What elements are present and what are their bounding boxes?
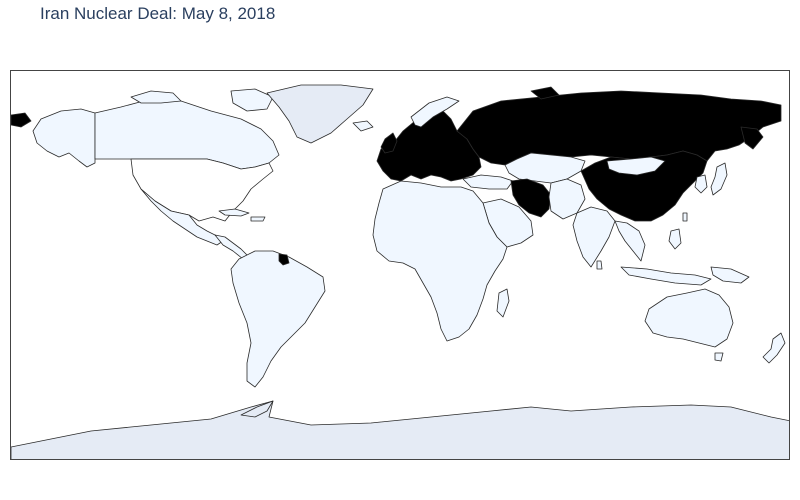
region-mongolia[interactable] (606, 156, 666, 176)
region-mexico[interactable] (140, 188, 224, 246)
region-new-zealand[interactable] (762, 332, 786, 364)
map-frame[interactable] (10, 70, 790, 460)
region-iran[interactable] (510, 178, 552, 218)
region-indonesia[interactable] (620, 266, 712, 286)
region-russia-chukotka[interactable] (11, 112, 32, 128)
region-korea[interactable] (694, 174, 708, 194)
region-madagascar[interactable] (496, 288, 510, 318)
region-french-guiana[interactable] (278, 253, 290, 266)
region-south-america[interactable] (230, 250, 326, 388)
region-russia-kamchatka[interactable] (740, 126, 764, 150)
region-alaska[interactable] (32, 108, 96, 168)
region-united-kingdom[interactable] (380, 132, 398, 154)
region-russia-novaya-zemlya[interactable] (530, 86, 560, 100)
region-baffin-island[interactable] (230, 88, 274, 112)
region-antarctica[interactable] (11, 400, 790, 460)
chart-title: Iran Nuclear Deal: May 8, 2018 (40, 4, 276, 23)
region-philippines[interactable] (668, 228, 682, 250)
region-cuba[interactable] (218, 208, 250, 217)
region-norway[interactable] (410, 96, 460, 128)
region-sri-lanka[interactable] (596, 260, 603, 270)
region-africa[interactable] (372, 180, 508, 342)
region-new-guinea[interactable] (710, 266, 750, 284)
region-canada-arctic-islands[interactable] (130, 90, 182, 104)
region-india[interactable] (572, 206, 616, 268)
region-hispaniola[interactable] (250, 216, 266, 222)
region-australia[interactable] (644, 288, 734, 348)
region-greenland[interactable] (266, 84, 374, 144)
region-tasmania[interactable] (714, 352, 724, 362)
region-turkey[interactable] (462, 174, 514, 190)
world-map[interactable] (11, 71, 790, 460)
region-iceland[interactable] (352, 120, 374, 132)
region-japan[interactable] (710, 162, 728, 196)
region-southeast-asia[interactable] (614, 220, 646, 262)
region-antarctic-peninsula[interactable] (240, 400, 274, 418)
region-taiwan[interactable] (682, 212, 688, 222)
